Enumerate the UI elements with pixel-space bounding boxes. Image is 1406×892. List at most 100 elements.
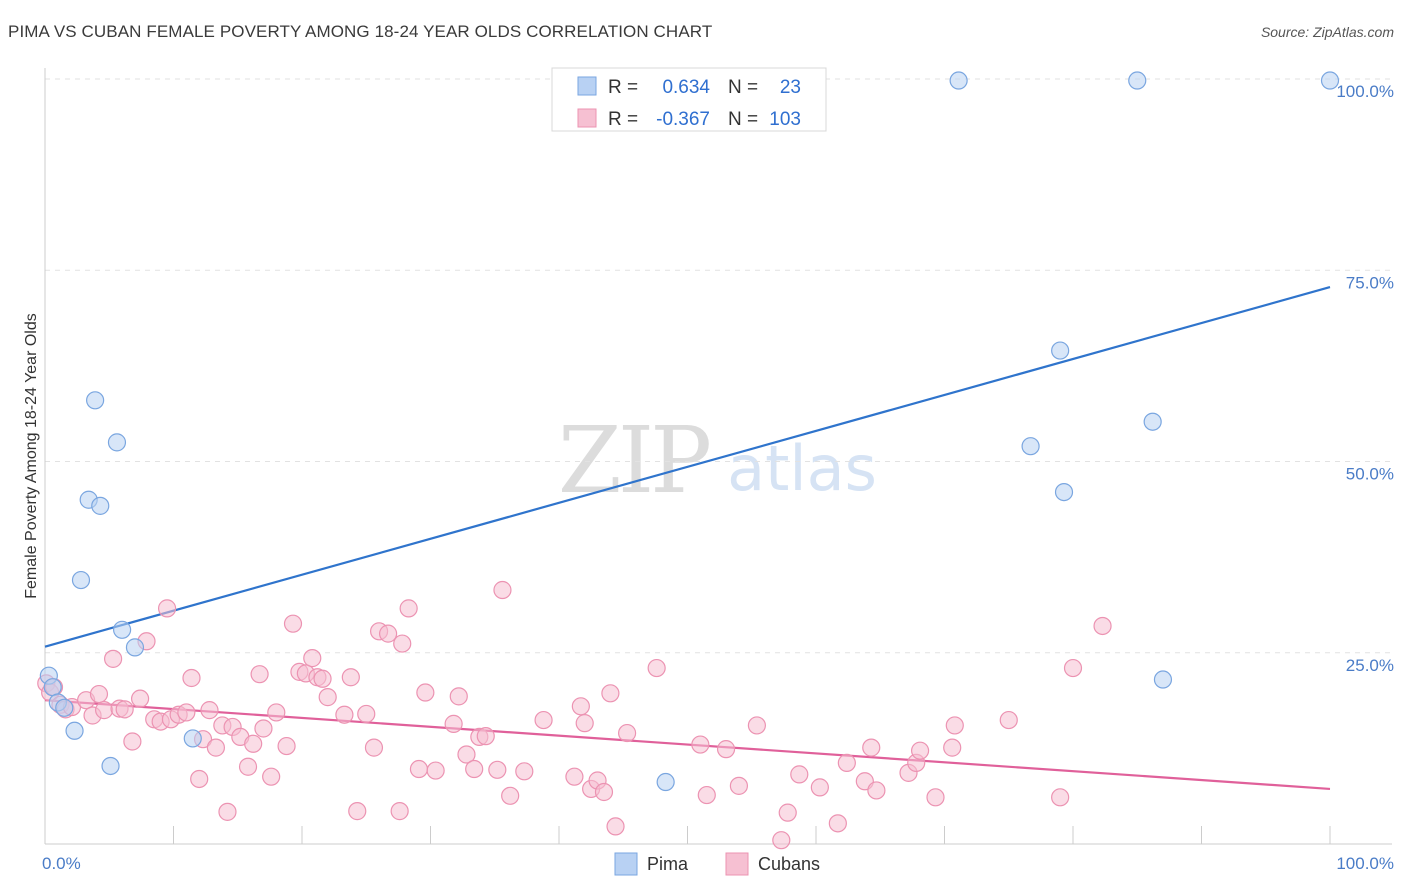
cubans-point [867,781,886,800]
y-tick-label: 75.0% [1346,273,1394,292]
legend-r-label: R = [608,77,638,98]
cubans-point [426,761,445,780]
cubans-point [697,785,716,805]
cubans-legend-swatch [577,108,597,128]
trend-lines [44,286,1331,791]
cubans-point [999,710,1018,730]
cubans-point [393,634,412,653]
cubans-point [810,778,829,797]
cubans-trend-line [44,699,1331,791]
y-axis-label: Female Poverty Among 18-24 Year Olds [23,313,40,599]
cubans-point [618,723,637,743]
cubans-point [238,757,258,776]
series-legend: Pima Cubans [614,852,820,876]
cubans-point [357,704,376,724]
pima-point [656,772,675,792]
cubans-point [95,701,114,720]
cubans-point [335,705,354,724]
cubans-bottom-swatch [725,852,749,876]
cubans-point [104,649,123,668]
cubans-point [416,683,435,702]
cubans-point [313,669,332,688]
cubans-point [1063,658,1083,678]
cubans-point [575,714,594,733]
watermark-atlas: atlas [727,432,877,505]
cubans-point [571,697,590,716]
x-tick-label-max: 100.0% [1336,854,1394,873]
pima-point [65,721,84,740]
cubans-point [488,760,507,779]
cubans-point [457,745,476,764]
cubans-point [190,769,209,789]
cubans-point [409,759,429,779]
legend-n-label: N = [728,109,758,130]
pima-point [112,620,132,639]
cubans-point [244,734,263,753]
cubans-point [465,759,484,779]
cubans-point [364,738,384,757]
watermark-zip: ZIP [558,407,709,514]
cubans-point [89,684,109,704]
cubans-point [606,817,625,836]
cubans-point [254,719,273,738]
pima-point [1143,412,1162,431]
cubans-point [837,753,856,773]
pima-point [86,391,105,410]
x-tick-label-min: 0.0% [42,854,81,873]
cubans-point [778,803,797,822]
cubans-point [250,665,269,684]
pima-bottom-label: Pima [647,854,689,874]
cubans-point [130,689,150,708]
pima-point [1021,437,1040,456]
cubans-point [303,649,322,668]
cubans-point [716,740,736,759]
pima-point [949,71,968,90]
points [37,71,1340,850]
cubans-point [399,599,418,618]
pima-bottom-swatch [614,852,638,876]
cubans-point [390,802,409,821]
cubans-point [945,716,964,735]
pima-point [1051,341,1070,360]
cubans-point [449,687,468,706]
cubans-point [943,738,962,757]
legend-r-label: R = [608,109,638,130]
cubans-point [444,714,463,733]
cubans-point [729,776,749,795]
cubans-point [341,668,360,687]
pima-point [101,756,120,776]
cubans-point [691,735,710,754]
legend-n-value: 23 [780,77,801,98]
pima-legend-swatch [577,76,597,96]
cubans-point [267,703,286,722]
cubans-point [348,802,367,821]
cubans-point [862,738,881,757]
cubans-point [910,741,930,760]
cubans-point [1051,788,1070,807]
cubans-point [790,765,809,784]
tick-labels: 25.0% 50.0% 75.0% 100.0% 0.0% 100.0% [42,82,1394,873]
cubans-point [318,688,337,707]
cubans-point [493,580,512,600]
pima-point [1153,670,1173,689]
legend-box [551,67,827,132]
y-tick-label: 100.0% [1336,82,1394,101]
pima-point [183,729,202,748]
y-tick-label: 25.0% [1346,656,1394,675]
legend-r-value: 0.634 [662,77,710,98]
cubans-point [206,738,226,757]
cubans-point [182,668,201,688]
legend-r-value: -0.367 [656,109,710,130]
correlation-legend: R = 0.634 N = 23 R = -0.367 N = 103 [551,67,827,132]
y-tick-label: 50.0% [1346,465,1394,484]
source-label: Source: ZipAtlas.com [1260,24,1394,40]
cubans-point [601,684,620,703]
watermark: ZIP atlas [558,407,877,514]
pima-point [107,433,127,452]
cubans-point [534,710,553,730]
cubans-point [501,786,520,805]
cubans-point [926,788,945,807]
cubans-point [177,703,196,722]
cubans-point [200,701,219,720]
